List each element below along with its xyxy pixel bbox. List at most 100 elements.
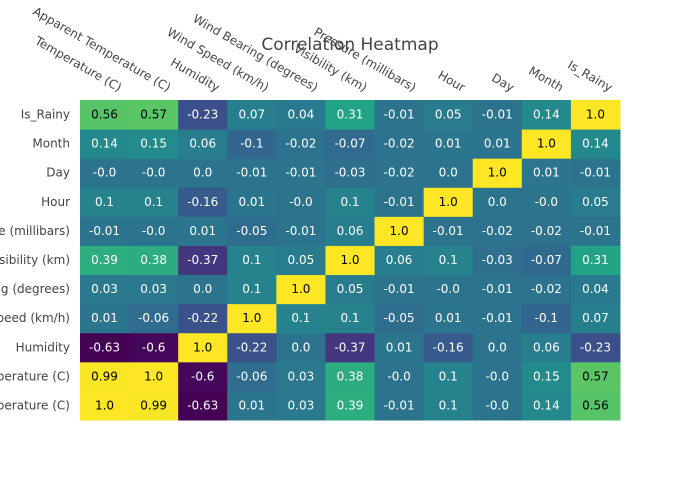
- cell-value-label: 0.07: [582, 311, 609, 325]
- cell-value-label: -0.03: [482, 253, 513, 267]
- heatmap-cell: [276, 274, 326, 305]
- cell-value-label: -0.0: [436, 282, 459, 296]
- heatmap-cell: [129, 390, 179, 421]
- cell-value-label: -0.02: [285, 137, 316, 151]
- heatmap-cell: [423, 303, 474, 334]
- cell-value-label: 0.56: [91, 108, 118, 122]
- heatmap-cell: [325, 216, 376, 246]
- cell-value-label: -0.0: [289, 195, 312, 209]
- cell-value-label: -0.37: [334, 340, 365, 354]
- heatmap-cell: [227, 303, 277, 334]
- cell-value-label: 0.57: [582, 369, 609, 383]
- cell-value-label: -0.01: [89, 224, 120, 238]
- cell-value-label: 0.0: [291, 340, 310, 354]
- cell-value-label: 0.01: [91, 311, 118, 325]
- heatmap-cell: [570, 245, 621, 276]
- cell-value-label: -0.02: [384, 137, 415, 151]
- cell-value-label: 1.0: [193, 340, 212, 354]
- heatmap-cell: [325, 303, 376, 334]
- heatmap-cell: [227, 100, 277, 130]
- y-tick-label: Humidity: [16, 340, 70, 354]
- heatmap-cell: [80, 361, 130, 392]
- heatmap-cell: [570, 100, 621, 130]
- cell-value-label: -0.0: [142, 166, 165, 180]
- cell-value-label: 0.57: [140, 108, 167, 122]
- heatmap-cell: [472, 390, 523, 421]
- cell-value-label: 0.01: [435, 311, 462, 325]
- x-tick-label: Day: [489, 71, 517, 95]
- cell-value-label: 0.01: [435, 137, 462, 151]
- heatmap-cell: [227, 245, 277, 276]
- cell-value-label: -0.06: [138, 311, 169, 325]
- y-tick-label: Is_Rainy: [21, 108, 70, 122]
- cell-value-label: -0.0: [535, 195, 558, 209]
- cell-value-label: 0.0: [193, 282, 212, 296]
- cell-value-label: 0.1: [242, 253, 261, 267]
- y-tick-label: Day: [46, 166, 70, 180]
- cell-value-label: -0.0: [387, 369, 410, 383]
- heatmap-cell: [227, 274, 277, 305]
- heatmap-cell: [178, 187, 228, 217]
- heatmap-cell: [129, 100, 179, 130]
- cell-value-label: 0.01: [238, 195, 265, 209]
- y-tick-label: Pressure (millibars): [0, 224, 70, 238]
- cell-value-label: 1.0: [488, 166, 507, 180]
- cell-value-label: -0.23: [580, 340, 611, 354]
- heatmap-cell: [80, 216, 130, 246]
- cell-value-label: -0.63: [187, 398, 218, 412]
- cell-value-label: 0.39: [91, 253, 118, 267]
- cell-value-label: 0.01: [484, 137, 511, 151]
- heatmap-cell: [276, 390, 326, 421]
- heatmap-cell: [178, 216, 228, 246]
- cell-value-label: 0.01: [238, 398, 265, 412]
- cell-value-label: 0.03: [140, 282, 167, 296]
- heatmap-cells: [80, 100, 621, 421]
- cell-value-label: 1.0: [439, 195, 458, 209]
- heatmap-cell: [521, 245, 572, 276]
- cell-value-label: -0.07: [531, 253, 562, 267]
- heatmap-cell: [472, 303, 523, 334]
- cell-value-label: 1.0: [144, 369, 163, 383]
- cell-value-label: 0.1: [144, 195, 163, 209]
- heatmap-cell: [374, 187, 425, 217]
- cell-value-label: 0.06: [386, 253, 413, 267]
- x-tick-label: Is_Rainy: [565, 58, 615, 95]
- heatmap-cell: [178, 100, 228, 130]
- y-tick-label: Temperature (C): [0, 398, 70, 412]
- heatmap-cell: [521, 274, 572, 305]
- cell-value-label: -0.01: [285, 166, 316, 180]
- cell-value-label: 0.39: [337, 398, 364, 412]
- heatmap-cell: [227, 332, 277, 363]
- heatmap-cell: [80, 332, 130, 363]
- heatmap-cell: [423, 129, 474, 159]
- cell-value-label: -0.6: [142, 340, 165, 354]
- heatmap-cell: [472, 129, 523, 159]
- cell-value-label: 0.05: [288, 253, 315, 267]
- cell-value-label: 0.1: [242, 282, 261, 296]
- heatmap-cell: [423, 332, 474, 363]
- x-tick-label: Month: [526, 64, 566, 95]
- cell-value-label: 0.01: [189, 224, 216, 238]
- cell-value-label: 0.1: [439, 398, 458, 412]
- cell-value-label: 0.0: [439, 166, 458, 180]
- y-tick-label: Month: [32, 137, 70, 151]
- cell-value-label: -0.6: [191, 369, 214, 383]
- heatmap-cell: [325, 361, 376, 392]
- cell-value-label: 0.1: [340, 195, 359, 209]
- heatmap-cell: [374, 216, 425, 246]
- cell-value-label: -0.37: [187, 253, 218, 267]
- heatmap-cell: [129, 303, 179, 334]
- heatmap-cell: [325, 100, 376, 130]
- x-tick-label: Hour: [436, 68, 468, 95]
- heatmap-cell: [570, 274, 621, 305]
- cell-value-label: 0.99: [91, 369, 118, 383]
- cell-value-label: -0.0: [486, 398, 509, 412]
- heatmap-cell: [80, 274, 130, 305]
- cell-value-label: 0.01: [386, 340, 413, 354]
- cell-value-label: -0.01: [384, 108, 415, 122]
- heatmap-cell: [227, 361, 277, 392]
- heatmap-cell: [521, 100, 572, 130]
- cell-value-label: 0.31: [337, 108, 364, 122]
- heatmap-cell: [374, 100, 425, 130]
- cell-value-label: 1.0: [390, 224, 409, 238]
